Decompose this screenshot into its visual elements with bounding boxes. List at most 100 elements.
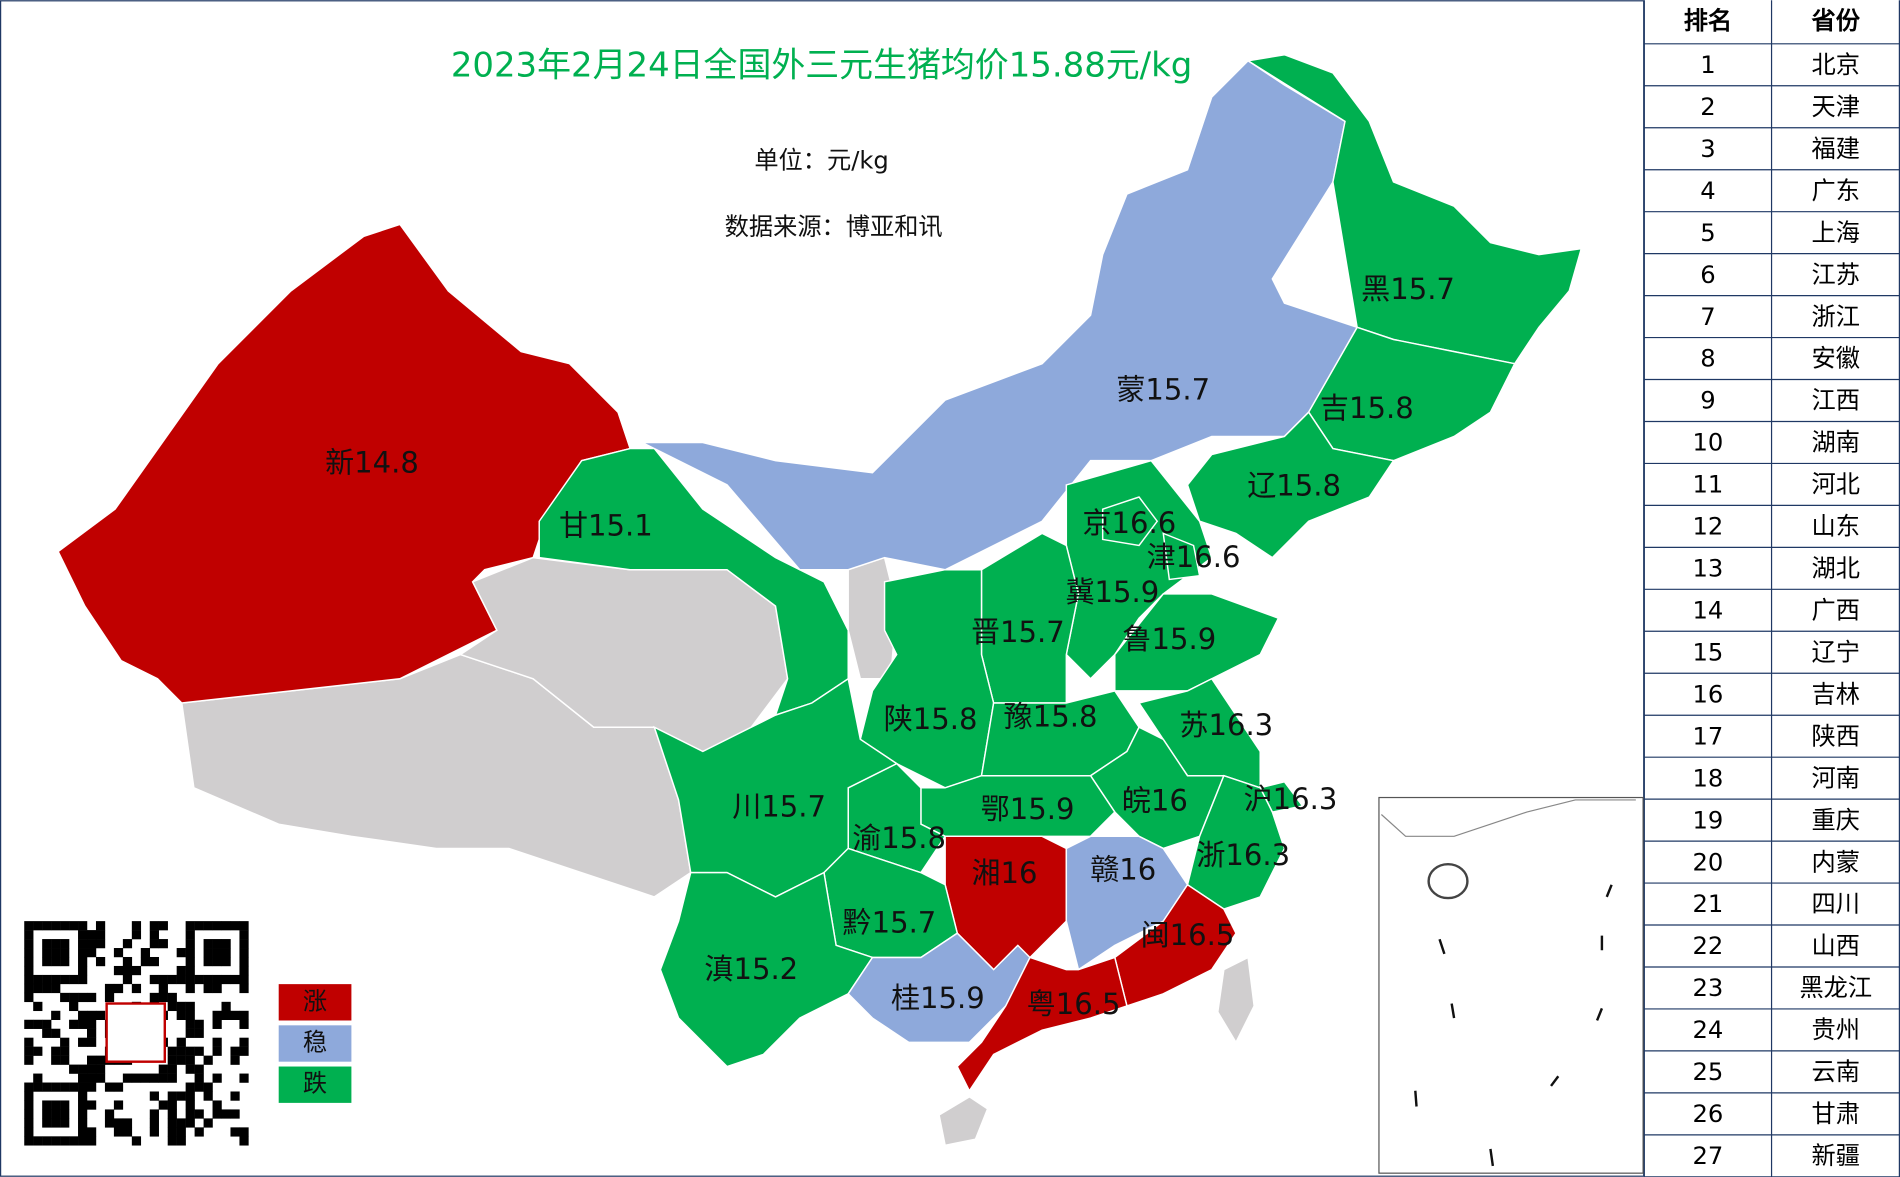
qr-module [185, 1055, 195, 1065]
region-taiwan [1217, 956, 1255, 1044]
qr-module [42, 1082, 52, 1092]
table-cell: 1 [1700, 51, 1715, 79]
table-cell: 贵州 [1812, 1016, 1860, 1044]
qr-module [42, 983, 52, 994]
table-cell: 山东 [1812, 513, 1860, 541]
qr-module [230, 1010, 240, 1020]
qr-module [122, 939, 133, 949]
qr-module [95, 1073, 106, 1083]
province-name: 黑 [1361, 272, 1390, 306]
qr-module [185, 974, 195, 985]
province-value: 16 [1151, 783, 1188, 817]
qr-module [185, 983, 195, 994]
table-cell: 27 [1693, 1142, 1724, 1170]
province-label: 津16.6 [1147, 540, 1241, 574]
qr-module [87, 1073, 97, 1083]
qr-module [230, 974, 240, 985]
qr-module [24, 956, 34, 967]
qr-module [185, 1010, 195, 1020]
province-value: 15.8 [1033, 700, 1098, 734]
province-value: 15.8 [913, 702, 978, 736]
qr-module [212, 1073, 222, 1083]
qr-module [239, 1046, 249, 1056]
province-name: 赣 [1090, 852, 1119, 886]
qr-module [239, 930, 249, 940]
qr-module [239, 1127, 249, 1137]
qr-module [51, 1082, 61, 1092]
province-value: 15.7 [1145, 373, 1210, 407]
qr-module [24, 965, 34, 976]
qr-module [33, 1001, 43, 1012]
qr-module [122, 1118, 133, 1128]
qr-module [158, 939, 168, 949]
qr-module [212, 1046, 222, 1056]
province-name: 闽 [1141, 918, 1170, 952]
qr-module [60, 948, 70, 958]
qr-module [203, 956, 213, 967]
qr-module [158, 983, 168, 994]
qr-module [87, 1028, 97, 1038]
province-value: 15.8 [881, 821, 946, 855]
qr-module [212, 956, 222, 967]
qr-module [113, 1082, 124, 1092]
qr-module [230, 1109, 240, 1119]
qr-module [33, 983, 43, 994]
province-value: 16.3 [1225, 838, 1290, 872]
table-cell: 18 [1693, 764, 1724, 792]
province-name: 皖 [1122, 783, 1151, 817]
province-name: 津 [1147, 540, 1176, 574]
qr-module [51, 1109, 61, 1119]
qr-module [113, 948, 124, 958]
qr-module [104, 1118, 115, 1128]
qr-module [149, 921, 159, 931]
unit: 单位：元/kg [754, 146, 888, 174]
province-label: 黑15.7 [1361, 272, 1455, 306]
qr-module [185, 1019, 195, 1029]
qr-module [51, 1010, 61, 1020]
table-cell: 河北 [1812, 471, 1860, 499]
legend-swatch [278, 1066, 352, 1103]
province-label: 闽16.5 [1141, 918, 1235, 952]
qr-module [87, 1082, 97, 1092]
qr-module [185, 921, 195, 931]
qr-module [87, 1136, 97, 1146]
qr-module [221, 921, 231, 931]
qr-module [194, 1073, 204, 1083]
qr-module [239, 956, 249, 967]
qr-module [212, 1100, 222, 1110]
legend-label: 跌 [303, 1070, 327, 1098]
table-header: 省份 [1811, 7, 1861, 35]
qr-module [24, 1118, 34, 1128]
qr-module [122, 1073, 133, 1083]
qr-module [194, 1082, 204, 1092]
qr-module [122, 1127, 133, 1137]
table-cell: 湖北 [1812, 555, 1860, 583]
qr-module [140, 1073, 151, 1083]
qr-module [60, 1109, 70, 1119]
qr-module [78, 965, 88, 976]
qr-module [24, 1046, 34, 1056]
qr-module [185, 1109, 195, 1119]
province-label: 吉15.8 [1320, 391, 1414, 425]
qr-module [51, 1028, 61, 1038]
source: 数据来源：博亚和讯 [725, 213, 943, 241]
qr-module [60, 1136, 70, 1146]
qr-module [212, 939, 222, 949]
qr-module [230, 921, 240, 931]
qr-module [149, 974, 159, 985]
province-value: 15.9 [1095, 575, 1160, 609]
qr-module [167, 1001, 177, 1012]
province-value: 16.3 [1273, 782, 1338, 816]
qr-module [167, 1073, 177, 1083]
qr-module [221, 948, 231, 958]
table-cell: 24 [1693, 1016, 1724, 1044]
province-name: 新 [325, 445, 354, 479]
qr-module [176, 1136, 186, 1146]
qr-module [51, 974, 61, 985]
qr-module [24, 983, 34, 994]
province-value: 14.8 [354, 445, 419, 479]
qr-module [42, 921, 52, 931]
qr-module [167, 1100, 177, 1110]
qr-module [158, 1064, 168, 1074]
